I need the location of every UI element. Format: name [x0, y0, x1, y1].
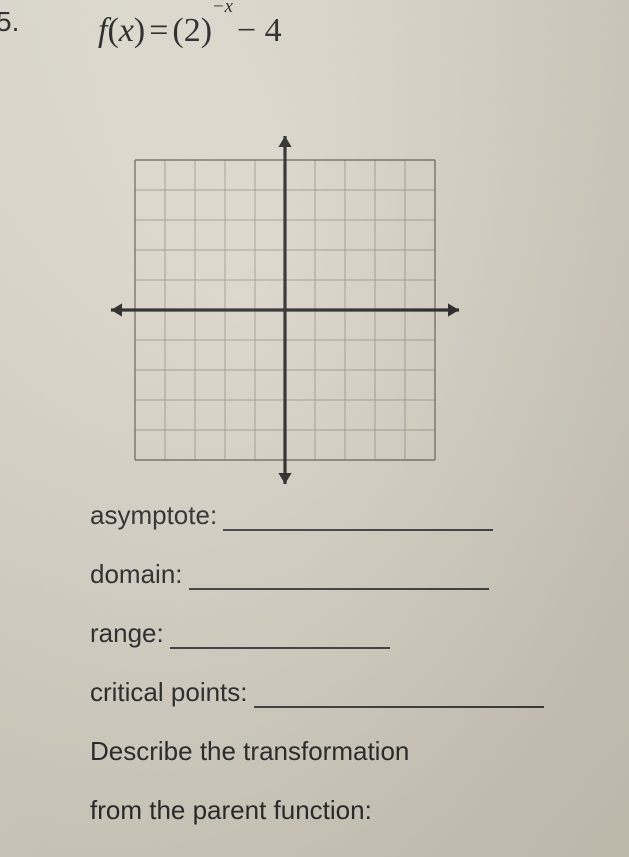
range-blank[interactable]	[170, 621, 390, 649]
asymptote-blank[interactable]	[223, 503, 493, 531]
answer-fields: asymptote: domain: range: critical point…	[90, 500, 609, 854]
coordinate-grid	[105, 130, 435, 460]
critical-points-label: critical points:	[90, 677, 248, 708]
equation-base: 2	[184, 12, 201, 49]
asymptote-row: asymptote:	[90, 500, 609, 531]
problem-number: 5.	[0, 6, 19, 38]
grid-svg	[105, 130, 465, 490]
range-label: range:	[90, 618, 164, 649]
describe-line-2: from the parent function:	[90, 795, 609, 826]
asymptote-label: asymptote:	[90, 500, 217, 531]
equation-var: x	[119, 12, 134, 49]
worksheet-page: 5. f(x)=(2)−x− 4 asymptote: domain: rang…	[0, 0, 629, 857]
domain-label: domain:	[90, 559, 183, 590]
equation-exponent: −x	[212, 0, 233, 17]
equation-shift: − 4	[237, 12, 282, 49]
critical-points-row: critical points:	[90, 677, 609, 708]
describe-line-1: Describe the transformation	[90, 736, 609, 767]
critical-points-blank[interactable]	[254, 680, 544, 708]
domain-blank[interactable]	[189, 562, 489, 590]
range-row: range:	[90, 618, 609, 649]
function-equation: f(x)=(2)−x− 4	[98, 12, 286, 50]
domain-row: domain:	[90, 559, 609, 590]
